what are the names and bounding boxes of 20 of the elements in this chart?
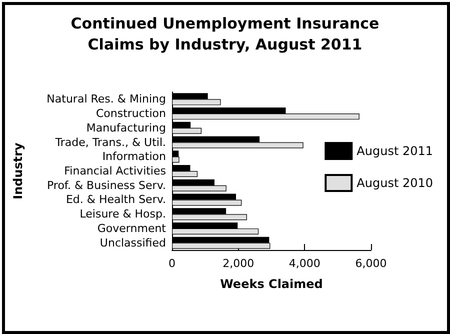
y-tick-label: Government (97, 222, 167, 235)
x-tick-label: 0 (168, 257, 176, 270)
y-tick-label: Information (102, 150, 166, 164)
x-axis-title: Weeks Claimed (220, 277, 323, 291)
y-axis-title: Industry (11, 142, 25, 200)
y-tick-label: Manufacturing (86, 121, 166, 134)
y-tick-label: Ed. & Health Serv. (66, 193, 166, 206)
y-tick-label: Natural Res. & Mining (46, 92, 166, 106)
y-tick-label: Trade, Trans., & Util. (54, 136, 166, 149)
legend-label: August 2010 (356, 176, 434, 190)
y-tick-label: Construction (96, 107, 166, 120)
legend-label: August 2011 (356, 144, 434, 158)
y-tick-label: Prof. & Business Serv. (46, 178, 166, 192)
x-tick-label: 2,000 (222, 257, 254, 270)
y-tick-label: Unclassified (100, 236, 166, 250)
x-tick-label: 4,000 (288, 257, 320, 270)
y-tick-label: Financial Activities (64, 164, 166, 178)
chart-title: Continued Unemployment Insurance Claims by Industry, August 2011 (70, 14, 380, 54)
x-tick-label: 6,000 (355, 257, 387, 270)
y-tick-label: Leisure & Hosp. (80, 208, 166, 221)
